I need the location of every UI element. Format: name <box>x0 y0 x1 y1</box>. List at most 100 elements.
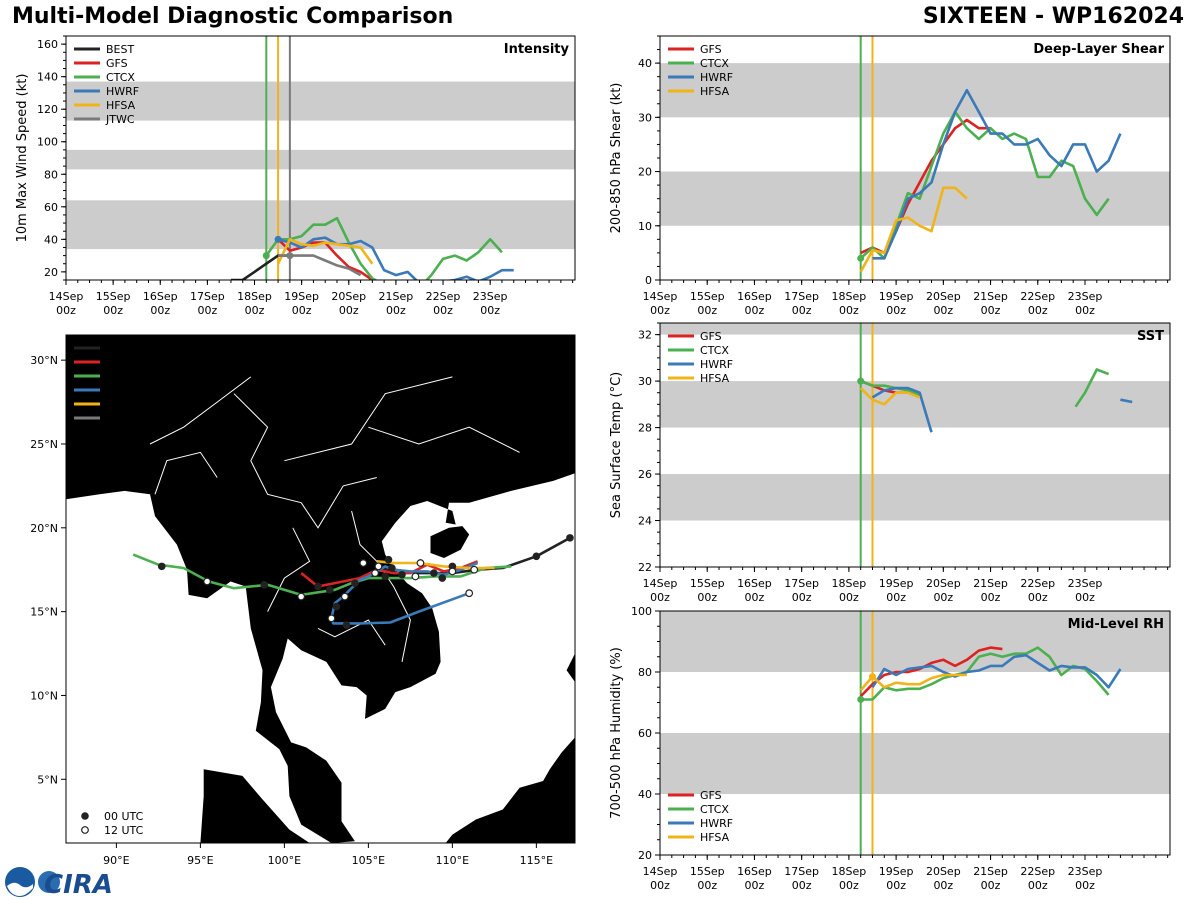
legend-label: HFSA <box>106 398 136 411</box>
track-map: 90°E 95°E 100°E 105°E 110°E 115°E 5°N 10°N 15°N 2… <box>30 334 576 867</box>
x-tick-sublabel: 00z <box>150 304 170 317</box>
x-tick-label: 18Sep <box>237 290 272 303</box>
series-line-hwrf <box>872 88 1122 260</box>
fix-00utc <box>314 582 322 591</box>
init-marker <box>274 235 282 243</box>
cira-noaa-logo: CIRA <box>5 867 113 898</box>
series-line-ctcx <box>860 646 1110 701</box>
map-frame <box>65 334 576 844</box>
chart-title: Deep-Layer Shear <box>1033 42 1164 57</box>
x-tick-sublabel: 00z <box>886 591 906 604</box>
init-marker <box>262 252 270 260</box>
lon-tick-label: 95°E <box>187 854 213 867</box>
x-tick-sublabel: 00z <box>697 879 717 892</box>
y-tick-label: 22 <box>638 561 652 574</box>
legend-label: HWRF <box>700 817 733 830</box>
shaded-band <box>660 171 1170 226</box>
x-tick-label: 16Sep <box>737 865 772 878</box>
x-tick-sublabel: 00z <box>339 304 359 317</box>
x-tick-label: 14Sep <box>643 577 678 590</box>
fix-00utc <box>260 581 269 589</box>
fix-00utc <box>398 570 406 579</box>
x-tick-label: 17Sep <box>784 290 819 303</box>
y-tick-label: 60 <box>638 727 652 740</box>
legend-label: HWRF <box>700 71 733 84</box>
x-tick-label: 14Sep <box>49 290 84 303</box>
x-tick-sublabel: 00z <box>981 879 1001 892</box>
fix-12utc <box>374 562 383 571</box>
x-tick-sublabel: 00z <box>386 304 406 317</box>
fix-00utc <box>532 552 541 561</box>
y-tick-label: 32 <box>638 329 652 342</box>
x-tick-label: 16Sep <box>143 290 178 303</box>
x-tick-label: 18Sep <box>832 577 867 590</box>
x-tick-label: 14Sep <box>643 290 678 303</box>
x-tick-label: 20Sep <box>926 577 961 590</box>
init-marker <box>857 254 865 262</box>
x-tick-label: 22Sep <box>1020 865 1055 878</box>
fix-00utc <box>566 534 574 542</box>
logo-text: CIRA <box>44 870 113 898</box>
x-tick-sublabel: 00z <box>933 591 953 604</box>
x-tick-label: 19Sep <box>879 865 914 878</box>
series-line-hfsa <box>859 673 967 692</box>
legend-label: CTCX <box>700 57 729 70</box>
x-tick-label: 22Sep <box>1020 290 1055 303</box>
sumatra-island <box>200 769 310 843</box>
x-tick-sublabel: 00z <box>1075 591 1095 604</box>
shaded-band <box>660 63 1170 118</box>
fix-00utc <box>342 621 351 629</box>
x-tick-label: 16Sep <box>737 290 772 303</box>
fix-12utc <box>448 567 457 576</box>
chart-title: Mid-Level RH <box>1068 617 1164 632</box>
fix-12utc <box>371 569 379 577</box>
y-axis-label: 10m Max Wind Speed (kt) <box>15 74 30 243</box>
x-tick-label: 17Sep <box>784 577 819 590</box>
x-tick-sublabel: 00z <box>1075 304 1095 317</box>
x-tick-sublabel: 00z <box>650 591 670 604</box>
init-marker <box>857 695 865 703</box>
x-tick-sublabel: 00z <box>745 591 765 604</box>
fix-12utc <box>470 565 479 574</box>
legend-label: JTWC <box>105 412 135 425</box>
x-tick-label: 23Sep <box>1068 577 1103 590</box>
shaded-band <box>660 733 1170 794</box>
legend-label: CTCX <box>106 370 135 383</box>
legend-label: HFSA <box>700 372 730 385</box>
series-line-ctcx <box>859 110 1110 260</box>
fix-12utc <box>416 559 425 567</box>
lat-tick-label: 10°N <box>30 689 58 702</box>
fix-00utc <box>388 564 396 572</box>
fix-00utc <box>332 602 341 611</box>
legend-label: HWRF <box>700 358 733 371</box>
x-tick-label: 21Sep <box>973 865 1008 878</box>
fix-00utc <box>351 579 359 587</box>
x-tick-sublabel: 00z <box>886 304 906 317</box>
x-tick-sublabel: 00z <box>886 879 906 892</box>
y-tick-label: 140 <box>37 71 58 84</box>
boundary-line <box>149 376 252 445</box>
legend-label: JTWC <box>105 113 135 126</box>
y-tick-label: 100 <box>37 136 58 149</box>
series-line-hwrf <box>871 386 933 433</box>
y-tick-label: 60 <box>44 201 58 214</box>
fix-12utc <box>203 577 212 586</box>
legend-label: BEST <box>106 43 134 56</box>
lon-tick-label: 115°E <box>520 854 553 867</box>
fix-12utc <box>340 592 349 601</box>
lon-tick-label: 90°E <box>103 854 129 867</box>
x-tick-sublabel: 00z <box>56 304 76 317</box>
shaded-band <box>660 323 1170 335</box>
sst-chart: 22242628303214Sep00z15Sep00z16Sep00z17Se… <box>609 322 1171 604</box>
legend-fix-00utc <box>81 812 89 820</box>
y-tick-label: 20 <box>638 166 652 179</box>
y-tick-label: 40 <box>638 788 652 801</box>
fix-12utc <box>411 572 420 581</box>
y-tick-label: 20 <box>638 849 652 862</box>
x-tick-sublabel: 00z <box>933 879 953 892</box>
x-tick-label: 19Sep <box>879 577 914 590</box>
x-tick-label: 21Sep <box>379 290 414 303</box>
y-tick-label: 30 <box>638 111 652 124</box>
y-tick-label: 80 <box>638 666 652 679</box>
lat-tick-label: 30°N <box>30 354 58 367</box>
